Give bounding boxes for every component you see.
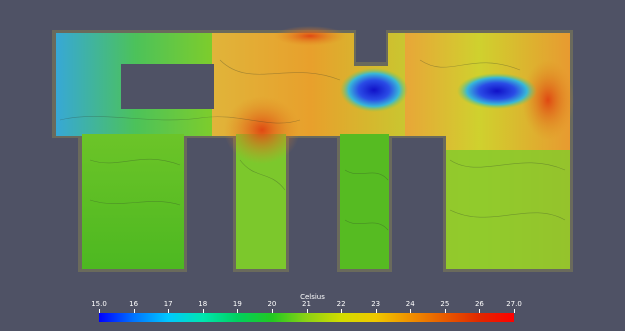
colorbar-title: Celsius — [300, 293, 325, 301]
colorbar-tick-label: 20 — [267, 300, 277, 308]
region-southeast — [446, 150, 570, 269]
colorbar-tick-label: 25 — [440, 300, 450, 308]
colorbar-tick-label: 19 — [232, 300, 242, 308]
colorbar-tick-mark — [134, 309, 135, 313]
colorbar-tick-label: 16 — [129, 300, 139, 308]
colorbar-tick-mark — [341, 309, 342, 313]
wing-3 — [340, 134, 389, 269]
colorbar-tick-mark — [410, 309, 411, 313]
colorbar-tick-mark — [99, 309, 100, 313]
colorbar-tick-labels: 15.0 16 17 18 19 20 21 22 23 24 25 26 27.0 — [0, 300, 625, 310]
cold-spot-1 — [340, 68, 408, 112]
colorbar-tick-label: 18 — [198, 300, 208, 308]
colorbar-tick-mark — [237, 309, 238, 313]
hot-spot-center — [224, 96, 300, 164]
cold-spot-2 — [457, 73, 537, 109]
hot-spot-east — [522, 60, 574, 140]
colorbar-tick-mark — [307, 309, 308, 313]
colorbar-tick-label: 15.0 — [91, 300, 107, 308]
wing-1 — [82, 134, 184, 269]
colorbar-tick-label: 21 — [302, 300, 311, 308]
colorbar-tick-label: 27.0 — [506, 300, 522, 308]
colorbar-tick-label: 24 — [405, 300, 415, 308]
colorbar-tick-mark — [272, 309, 273, 313]
colorbar-tick-label: 17 — [163, 300, 173, 308]
colorbar-tick-mark — [376, 309, 377, 313]
colorbar-tick-mark — [445, 309, 446, 313]
hot-spot-north — [274, 26, 346, 46]
colorbar-gradient — [99, 313, 514, 322]
colorbar-tick-label: 22 — [336, 300, 346, 308]
colorbar-tick-mark — [203, 309, 204, 313]
contour-lines — [59, 59, 566, 231]
colorbar-tick-mark — [168, 309, 169, 313]
floor-plan — [52, 26, 574, 272]
colorbar-tick-label: 23 — [371, 300, 381, 308]
colorbar-tick-mark — [514, 309, 515, 313]
colorbar-tick-label: 26 — [474, 300, 484, 308]
colorbar-tick-mark — [479, 309, 480, 313]
courtyard — [121, 64, 214, 109]
